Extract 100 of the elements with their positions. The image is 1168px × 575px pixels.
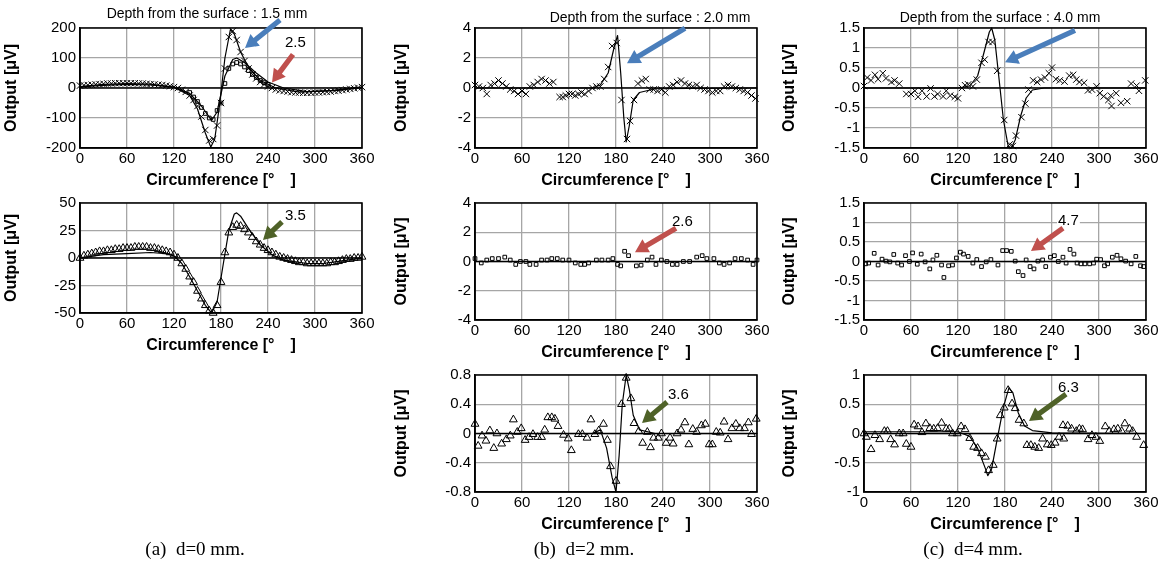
annotation: 6.3 <box>1058 378 1079 395</box>
x-tick-label: 180 <box>992 321 1018 339</box>
y-tick-label: -50 <box>54 303 76 321</box>
text: Depth from the surface : 2.0 mm <box>549 9 751 25</box>
x-axis-title: Circumference [° ] <box>930 342 1080 360</box>
x-axis-title: Circumference [° ] <box>541 170 691 188</box>
x-tick-label: 60 <box>118 149 136 167</box>
x-tick-label: 360 <box>349 314 375 332</box>
y-tick-label: 1.5 <box>839 18 860 36</box>
x-axis-title: Circumference [° ] <box>541 342 691 360</box>
y-tick-label: -1 <box>846 290 860 308</box>
y-tick-label: 0 <box>851 423 860 441</box>
y-axis-title: Output [μV] <box>2 44 20 132</box>
annotation: 2.6 <box>672 212 693 229</box>
x-tick-label: 360 <box>744 493 770 511</box>
x-tick-label: 180 <box>603 493 629 511</box>
y-tick-label: -1 <box>846 482 860 500</box>
y-axis-title: Output [μV] <box>392 44 410 132</box>
y-tick-label: 0 <box>67 78 76 96</box>
y-tick-label: 4 <box>462 18 471 36</box>
y-tick-label: -0.4 <box>445 452 471 470</box>
y-tick-label: 1 <box>851 212 860 230</box>
y-axis-title: Output [μV] <box>392 217 410 306</box>
x-tick-label: 300 <box>1086 321 1112 339</box>
x-tick-label: 60 <box>902 149 920 167</box>
x-axis-title: Circumference [° ] <box>541 514 691 532</box>
y-tick-label: -200 <box>45 138 76 156</box>
y-tick-label: -1 <box>846 118 860 136</box>
x-tick-label: 360 <box>1133 321 1159 339</box>
x-tick-label: 360 <box>744 149 770 167</box>
x-tick-label: 300 <box>302 149 328 167</box>
x-tick-label: 360 <box>349 149 375 167</box>
y-axis-title: Output [μV] <box>392 389 410 478</box>
y-axis-title: Output [μV] <box>780 217 798 306</box>
annotation: 3.6 <box>668 385 689 402</box>
y-tick-label: 200 <box>50 18 76 36</box>
y-tick-label: 1 <box>851 365 860 383</box>
x-axis-title: Circumference [° ] <box>146 335 296 353</box>
y-tick-label: 0 <box>462 251 471 269</box>
y-tick-label: 2 <box>462 222 471 240</box>
y-tick-label: 0.5 <box>839 232 860 250</box>
x-tick-label: 180 <box>603 149 629 167</box>
x-tick-label: 240 <box>255 149 281 167</box>
x-tick-label: 360 <box>744 321 770 339</box>
y-tick-label: 100 <box>50 48 76 66</box>
annotation: 2.5 <box>285 33 306 50</box>
x-tick-label: 60 <box>513 493 531 511</box>
y-tick-label: 50 <box>59 193 76 211</box>
annotation: 3.5 <box>285 206 306 223</box>
text: (a) d=0 mm. <box>144 538 246 560</box>
x-tick-label: 120 <box>556 321 582 339</box>
y-tick-label: 0 <box>462 78 471 96</box>
x-tick-label: 240 <box>650 493 676 511</box>
x-tick-label: 180 <box>208 149 234 167</box>
y-tick-label: -100 <box>45 108 76 126</box>
x-tick-label: 180 <box>208 314 234 332</box>
y-tick-label: 25 <box>59 220 76 238</box>
y-tick-label: 0.5 <box>839 394 860 412</box>
x-tick-label: 180 <box>992 149 1018 167</box>
y-tick-label: 0.5 <box>839 58 860 76</box>
x-tick-label: 120 <box>945 321 971 339</box>
x-tick-label: 240 <box>1039 493 1065 511</box>
x-axis-title: Circumference [° ] <box>146 170 296 188</box>
text: (c) d=4 mm. <box>922 538 1024 560</box>
x-axis-title: Circumference [° ] <box>930 170 1080 188</box>
y-tick-label: -25 <box>54 275 76 293</box>
x-tick-label: 300 <box>697 493 723 511</box>
text: Depth from the surface : 4.0 mm <box>899 9 1101 25</box>
x-tick-label: 60 <box>902 321 920 339</box>
x-tick-label: 60 <box>513 149 531 167</box>
y-tick-label: 1.5 <box>839 193 860 211</box>
x-tick-label: 60 <box>513 321 531 339</box>
y-tick-label: -1.5 <box>834 310 860 328</box>
x-tick-label: 120 <box>161 314 187 332</box>
x-tick-label: 240 <box>1039 149 1065 167</box>
x-tick-label: 120 <box>556 493 582 511</box>
x-tick-label: 300 <box>697 321 723 339</box>
x-axis-title: Circumference [° ] <box>930 514 1080 532</box>
x-tick-label: 300 <box>302 314 328 332</box>
x-tick-label: 180 <box>992 493 1018 511</box>
y-tick-label: -2 <box>457 108 471 126</box>
y-tick-label: 2 <box>462 48 471 66</box>
x-tick-label: 60 <box>902 493 920 511</box>
y-tick-label: -0.5 <box>834 452 860 470</box>
y-tick-label: 0 <box>851 78 860 96</box>
y-tick-label: -4 <box>457 310 471 328</box>
x-tick-label: 300 <box>697 149 723 167</box>
x-tick-label: 60 <box>118 314 136 332</box>
y-tick-label: 0 <box>851 251 860 269</box>
y-tick-label: 0 <box>67 248 76 266</box>
x-tick-label: 120 <box>945 149 971 167</box>
y-tick-label: 0 <box>462 423 471 441</box>
text: (b) d=2 mm. <box>532 538 636 560</box>
x-tick-label: 120 <box>945 493 971 511</box>
x-tick-label: 360 <box>1133 493 1159 511</box>
y-axis-title: Output [μV] <box>780 389 798 478</box>
x-tick-label: 120 <box>556 149 582 167</box>
x-tick-label: 240 <box>255 314 281 332</box>
y-axis-title: Output [μV] <box>2 214 20 302</box>
x-tick-label: 240 <box>650 149 676 167</box>
